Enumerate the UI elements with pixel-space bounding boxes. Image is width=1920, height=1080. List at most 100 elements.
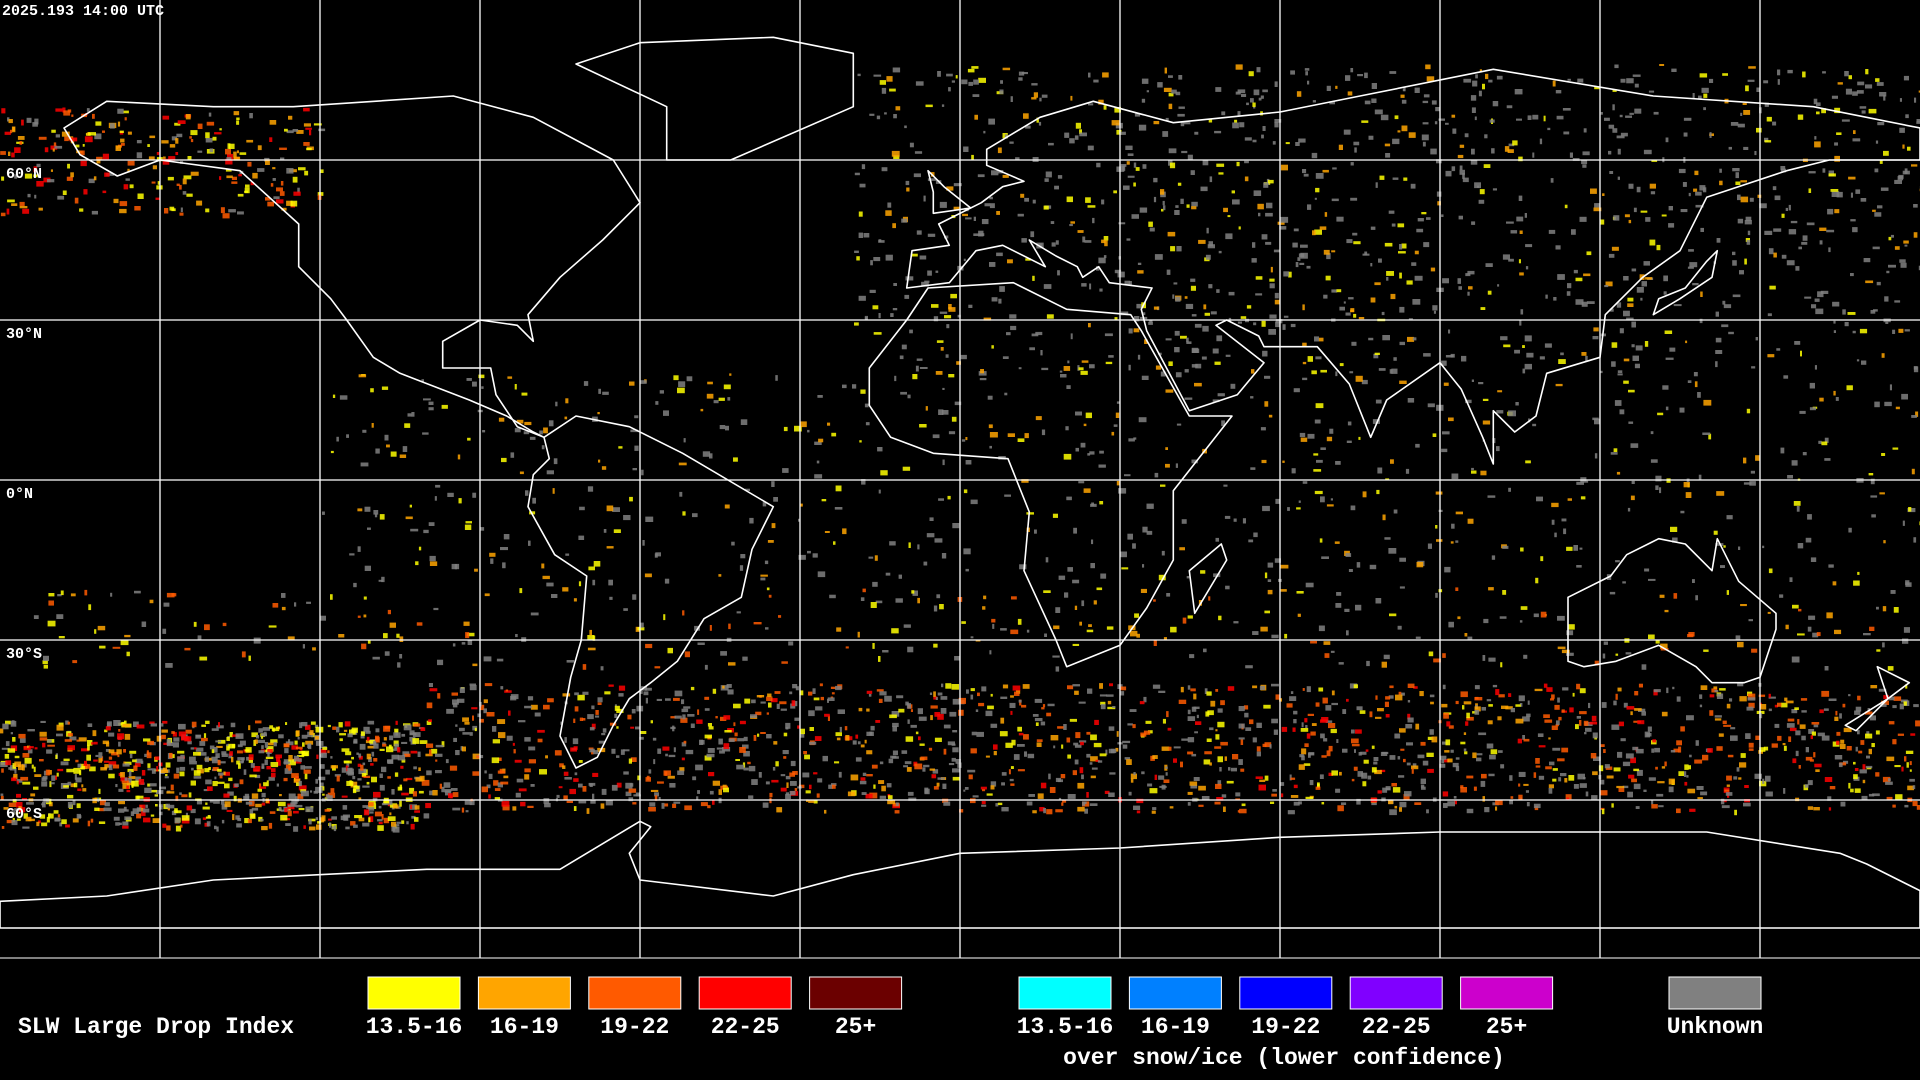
cloud-pixel: [1471, 148, 1475, 155]
cloud-pixel: [866, 708, 870, 712]
cloud-pixel: [1676, 808, 1681, 814]
cloud-pixel: [1474, 710, 1480, 715]
cloud-pixel: [911, 253, 918, 257]
cloud-pixel: [278, 807, 282, 812]
cloud-pixel: [1839, 762, 1847, 766]
cloud-pixel: [1307, 356, 1313, 362]
cloud-pixel: [1014, 691, 1020, 696]
cloud-pixel: [193, 770, 201, 776]
cloud-pixel: [1555, 90, 1562, 94]
cloud-pixel: [1237, 89, 1246, 93]
cloud-pixel: [1904, 329, 1910, 332]
cloud-pixel: [183, 175, 192, 180]
cloud-pixel: [1610, 452, 1618, 455]
cloud-pixel: [916, 230, 922, 235]
cloud-pixel: [1353, 684, 1358, 689]
cloud-pixel: [1121, 567, 1129, 570]
cloud-pixel: [999, 731, 1008, 737]
cloud-pixel: [1916, 119, 1920, 123]
cloud-pixel: [1193, 693, 1197, 700]
cloud-pixel: [127, 781, 135, 786]
cloud-pixel: [1897, 733, 1904, 736]
cloud-pixel: [1145, 720, 1152, 724]
cloud-pixel: [1028, 794, 1035, 797]
cloud-pixel: [389, 735, 394, 741]
cloud-pixel: [963, 258, 966, 262]
cloud-pixel: [1281, 793, 1284, 798]
cloud-pixel: [995, 803, 999, 807]
cloud-pixel: [1911, 164, 1918, 167]
cloud-pixel: [1567, 498, 1572, 501]
cloud-pixel: [1744, 220, 1752, 225]
cloud-pixel: [1644, 341, 1649, 347]
cloud-pixel: [1443, 712, 1449, 719]
cloud-pixel: [1892, 804, 1896, 808]
cloud-pixel: [93, 759, 98, 762]
cloud-pixel: [157, 181, 161, 185]
cloud-pixel: [1180, 686, 1184, 693]
legend-label: 22-25: [711, 1014, 780, 1040]
cloud-pixel: [1214, 746, 1222, 749]
cloud-pixel: [1488, 79, 1493, 83]
cloud-pixel: [1127, 723, 1133, 726]
cloud-pixel: [8, 767, 12, 770]
cloud-pixel: [1535, 758, 1540, 764]
cloud-pixel: [136, 795, 144, 799]
cloud-pixel: [397, 747, 401, 753]
cloud-pixel: [1208, 284, 1213, 289]
cloud-pixel: [1475, 74, 1478, 79]
cloud-pixel: [1566, 630, 1574, 636]
cloud-pixel: [1142, 164, 1147, 169]
cloud-pixel: [909, 142, 914, 148]
cloud-pixel: [104, 729, 108, 733]
cloud-pixel: [232, 814, 235, 821]
cloud-pixel: [94, 629, 97, 634]
cloud-pixel: [1394, 115, 1399, 120]
cloud-pixel: [655, 401, 659, 405]
cloud-pixel: [1724, 789, 1730, 792]
cloud-pixel: [497, 757, 502, 761]
cloud-pixel: [1299, 754, 1304, 758]
cloud-pixel: [1754, 151, 1757, 156]
cloud-pixel: [1302, 361, 1307, 365]
cloud-pixel: [164, 776, 169, 779]
cloud-pixel: [1295, 262, 1299, 268]
cloud-pixel: [14, 767, 17, 774]
cloud-pixel: [387, 759, 394, 764]
cloud-pixel: [878, 698, 883, 703]
cloud-pixel: [1157, 82, 1163, 88]
cloud-pixel: [134, 590, 141, 594]
cloud-pixel: [1162, 200, 1165, 206]
cloud-pixel: [394, 772, 399, 777]
cloud-pixel: [1099, 450, 1104, 454]
cloud-pixel: [206, 821, 211, 827]
cloud-pixel: [1441, 758, 1445, 764]
legend-note: over snow/ice (lower confidence): [1063, 1045, 1505, 1071]
cloud-pixel: [1166, 711, 1169, 718]
cloud-pixel: [1081, 774, 1084, 780]
cloud-pixel: [642, 540, 645, 546]
cloud-pixel: [149, 721, 155, 724]
cloud-pixel: [1399, 801, 1407, 808]
cloud-pixel: [518, 788, 527, 792]
cloud-pixel: [906, 703, 911, 709]
cloud-pixel: [744, 698, 751, 704]
cloud-pixel: [1795, 730, 1801, 736]
cloud-pixel: [652, 737, 657, 741]
cloud-pixel: [1865, 84, 1873, 89]
cloud-pixel: [1331, 770, 1338, 776]
cloud-pixel: [1751, 366, 1756, 369]
cloud-pixel: [1083, 801, 1087, 804]
cloud-pixel: [1423, 94, 1430, 98]
cloud-pixel: [234, 156, 241, 161]
cloud-pixel: [985, 755, 990, 758]
cloud-pixel: [892, 750, 898, 756]
cloud-pixel: [1198, 785, 1206, 791]
cloud-pixel: [1744, 799, 1750, 803]
cloud-pixel: [1557, 646, 1566, 650]
cloud-pixel: [527, 805, 534, 808]
cloud-pixel: [54, 817, 61, 822]
cloud-pixel: [1328, 772, 1333, 776]
cloud-pixel: [1217, 721, 1225, 728]
cloud-pixel: [1252, 139, 1257, 143]
